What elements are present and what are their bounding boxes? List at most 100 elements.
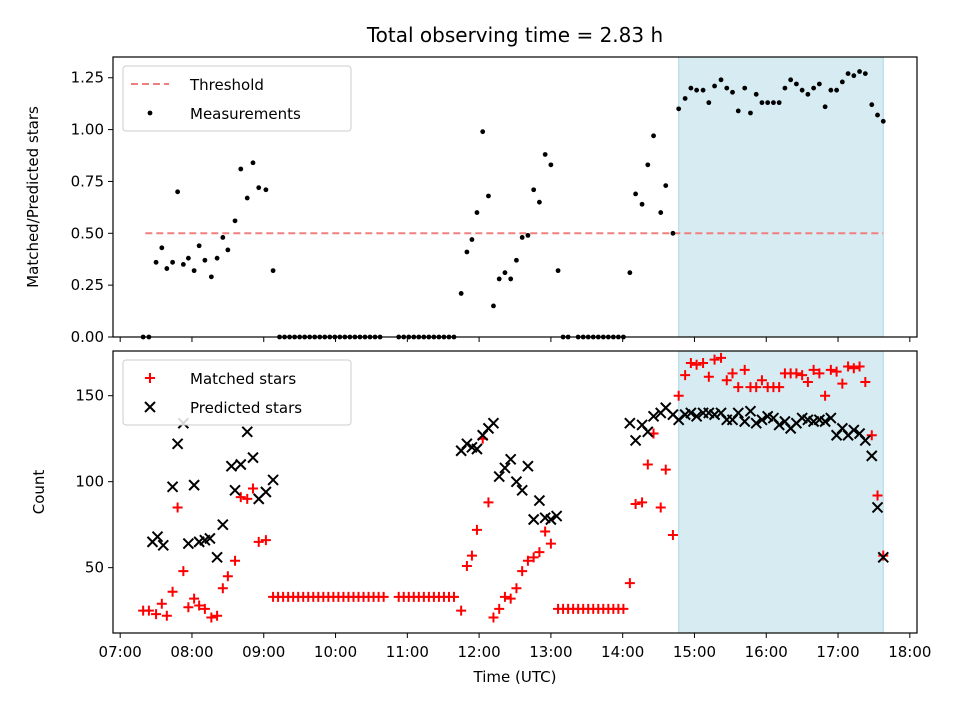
matched-star-point: [703, 371, 714, 382]
predicted-star-point: [204, 532, 216, 545]
matched-star-point: [733, 382, 744, 393]
measurement-point: [244, 195, 250, 201]
matched-star-point: [624, 578, 635, 589]
matched-star-point: [630, 499, 641, 510]
matched-star-point: [199, 603, 210, 614]
measurement-point: [676, 106, 682, 112]
measurement-point: [816, 81, 822, 87]
y-tick-label: 50: [85, 559, 104, 577]
measurement-point: [180, 262, 186, 267]
matched-star-point: [167, 586, 178, 597]
measurement-point: [225, 247, 231, 253]
measurement-point: [531, 187, 537, 193]
matched-star-point: [471, 524, 482, 535]
measurement-point: [742, 85, 748, 91]
matched-star-point: [461, 560, 472, 571]
matched-star-point: [217, 583, 228, 594]
y-tick-label: 100: [75, 473, 104, 491]
predicted-star-point: [260, 486, 272, 498]
matched-star-point: [378, 591, 389, 602]
matched-star-point: [143, 605, 154, 616]
predicted-star-point: [819, 415, 831, 428]
matched-star-point: [456, 605, 467, 616]
matched-star-point: [156, 598, 167, 609]
matched-star-point: [820, 390, 831, 401]
matched-star-point: [488, 612, 499, 623]
legend: Matched stars Predicted stars: [122, 359, 352, 426]
measurement-point: [263, 187, 269, 193]
measurement-point: [730, 89, 735, 95]
matched-star-point: [660, 464, 671, 475]
predicted-star-point: [859, 434, 872, 447]
y-tick-label: 0.25: [71, 276, 104, 294]
matched-star-point: [235, 492, 246, 503]
x-tick-label: 14:00: [601, 643, 644, 661]
predicted-star-point: [624, 417, 636, 429]
matched-star-point: [673, 390, 684, 401]
predicted-star-point: [516, 484, 528, 496]
measurement-point: [688, 85, 694, 91]
matched-star-point: [825, 364, 836, 375]
measurement-point: [724, 85, 730, 91]
predicted-star-point: [471, 443, 483, 455]
measurement-point: [645, 162, 651, 168]
measurement-point: [663, 183, 669, 188]
measurement-point: [555, 268, 561, 274]
measurement-point: [712, 83, 717, 89]
matched-star-point: [505, 593, 516, 604]
predicted-star-point: [166, 481, 179, 493]
matched-star-point: [194, 600, 205, 611]
predicted-star-point: [522, 460, 534, 472]
x-axis-label: Time (UTC): [473, 668, 557, 686]
measurement-point: [214, 255, 220, 261]
x-tick-label: 13:00: [529, 643, 572, 661]
predicted-star-point: [545, 513, 557, 526]
measurement-point: [857, 69, 862, 74]
x-tick-label: 10:00: [314, 643, 357, 661]
measurement-point: [486, 193, 491, 199]
matched-star-point: [242, 493, 253, 504]
predicted-star-point: [739, 415, 751, 428]
measurement-point: [202, 257, 208, 263]
matched-star-point: [247, 483, 258, 494]
measurement-point: [788, 77, 794, 83]
y-axis-label: Count: [30, 470, 48, 515]
matched-star-point: [808, 364, 819, 375]
measurement-point: [153, 259, 159, 265]
measurement-point: [633, 191, 638, 197]
axes-frame: [112, 350, 918, 634]
measurement-point: [164, 266, 170, 271]
measurement-point: [670, 230, 676, 236]
predicted-star-point: [504, 453, 517, 466]
predicted-star-point: [527, 513, 540, 526]
measurement-point: [765, 100, 771, 106]
measurement-point: [469, 237, 475, 242]
matched-star-point: [466, 550, 477, 561]
measurement-point: [682, 96, 688, 101]
measurement-point: [474, 210, 480, 215]
measurement-point: [700, 87, 706, 93]
legend-matched-swatch: [145, 373, 155, 383]
measurement-point: [694, 87, 700, 93]
matched-star-point: [774, 382, 785, 393]
y-tick-label: 150: [75, 387, 104, 405]
predicted-star-point: [235, 458, 247, 471]
measurement-point: [491, 303, 496, 309]
measurement-point: [159, 245, 165, 251]
top-panel-ratio: 0.00 0.25 0.50 0.75 1.00 1.25 Matched/Predicte…: [24, 56, 918, 346]
measurement-point: [185, 255, 191, 261]
legend-box: [122, 359, 352, 426]
measurement-point: [735, 108, 741, 114]
predicted-star-point: [171, 438, 184, 450]
y-tick-label: 0.75: [71, 172, 104, 190]
predicted-star-point: [647, 410, 660, 423]
measurement-point: [851, 73, 857, 79]
x-tick-label: 18:00: [888, 643, 931, 661]
measurement-point: [502, 270, 508, 276]
y-tick-label: 1.00: [71, 121, 104, 139]
measurement-point: [782, 85, 788, 91]
predicted-star-point: [487, 417, 500, 429]
bottom-panel-counts: 50 100 150 07:00 08:00 09:00 10:00 11:00 12:00 13…: [30, 350, 931, 686]
measurement-point: [706, 100, 712, 106]
predicted-star-point: [533, 494, 546, 507]
